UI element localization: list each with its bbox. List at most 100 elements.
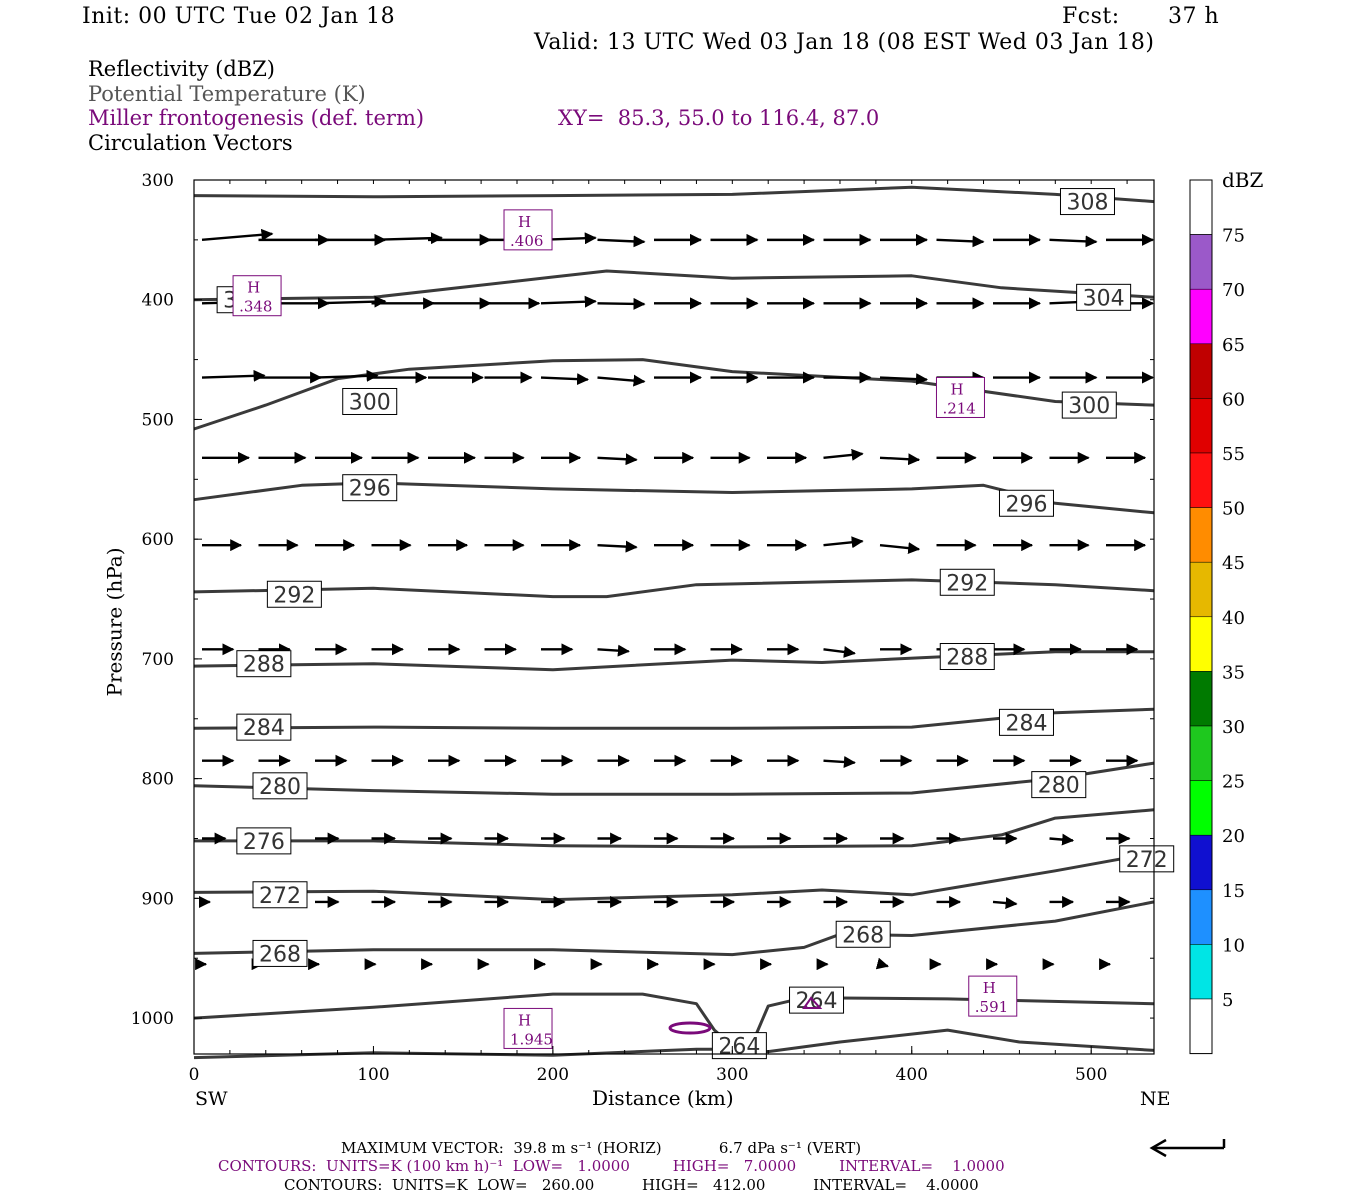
circulation-vectors — [195, 228, 1155, 971]
sw-end-label: SW — [195, 1088, 228, 1110]
isentrope-label: 268 — [252, 939, 308, 967]
colorbar-label: 15 — [1222, 881, 1245, 902]
colorbar-label: 10 — [1222, 935, 1245, 956]
colorbar-segment — [1189, 179, 1213, 236]
cross-section-endpoints: XY= 85.3, 55.0 to 116.4, 87.0 — [558, 106, 880, 130]
colorbar-label: 20 — [1222, 826, 1245, 847]
svg-text:.406: .406 — [510, 232, 543, 250]
svg-text:304: 304 — [1083, 286, 1125, 311]
colorbar-segment — [1189, 944, 1213, 1000]
vector-arrow — [992, 897, 1018, 910]
svg-text:292: 292 — [946, 571, 988, 596]
colorbar-segment — [1189, 234, 1213, 290]
colorbar-segment — [1189, 452, 1213, 508]
svg-text:284: 284 — [1005, 711, 1047, 736]
colorbar-segment — [1189, 834, 1213, 891]
vector-arrow — [597, 297, 646, 310]
colorbar-label: 25 — [1222, 772, 1245, 793]
vector-arrow — [371, 232, 443, 245]
svg-text:264: 264 — [718, 1035, 760, 1060]
isentrope-label: 288 — [236, 650, 292, 678]
colorbar-label: 55 — [1222, 444, 1245, 465]
y-tick-label: 900 — [142, 889, 174, 909]
svg-text:288: 288 — [243, 653, 285, 678]
x-tick-label: 0 — [189, 1065, 200, 1085]
vector-arrow — [879, 373, 928, 386]
vector-arrow — [540, 373, 589, 386]
isentrope-line — [193, 900, 1155, 957]
svg-text:300: 300 — [1068, 394, 1110, 419]
colorbar-label: 60 — [1222, 389, 1245, 410]
vector-arrow — [314, 295, 387, 308]
isentrope-label: 308 — [1059, 188, 1115, 216]
isentrope-label: 292 — [939, 568, 995, 596]
colorbar-segment — [1189, 671, 1213, 727]
colorbar-segment — [1189, 561, 1213, 618]
frontogenesis-high: H1.945 — [503, 1007, 553, 1049]
svg-text:308: 308 — [1066, 191, 1108, 216]
isentrope-line — [194, 808, 1155, 849]
reference-vector-icon — [1149, 1138, 1226, 1158]
isentrope-line — [193, 358, 1155, 431]
svg-text:268: 268 — [842, 923, 884, 948]
isentrope-label: 292 — [266, 580, 322, 608]
isentrope-label: 272 — [1119, 845, 1175, 873]
vector-arrow — [879, 453, 921, 466]
colorbar-segment — [1189, 398, 1213, 454]
frontogenesis-contour — [802, 996, 823, 1009]
svg-text:H: H — [950, 380, 963, 398]
colorbar-segment — [1189, 725, 1213, 781]
svg-text:264: 264 — [796, 989, 838, 1014]
vector-arrow — [823, 646, 856, 658]
x-tick-label: 300 — [716, 1065, 748, 1085]
svg-text:276: 276 — [243, 830, 285, 855]
colorbar-segment — [1189, 889, 1213, 945]
svg-text:.348: .348 — [239, 298, 272, 316]
colorbar-label: 65 — [1222, 335, 1245, 356]
isentrope-label: 284 — [998, 708, 1054, 736]
isentrope-label: 300 — [342, 387, 398, 415]
vector-arrow — [597, 235, 646, 248]
vector-arrow — [540, 295, 597, 308]
frontogenesis-contour — [668, 1021, 712, 1035]
field-frontogenesis: Miller frontogenesis (def. term) — [88, 106, 425, 130]
svg-text:H: H — [247, 279, 260, 297]
isentrope-labels: 3083043043003002962962922922882882842842… — [216, 188, 1175, 1060]
svg-text:280: 280 — [259, 775, 301, 800]
isentrope-label: 280 — [252, 772, 308, 800]
svg-text:292: 292 — [273, 583, 315, 608]
svg-text:296: 296 — [1005, 492, 1047, 517]
isentrope-line — [193, 269, 1155, 302]
isentrope-line — [193, 707, 1155, 730]
svg-text:280: 280 — [1038, 774, 1080, 799]
x-tick-label: 500 — [1075, 1065, 1107, 1085]
isentrope-line — [193, 185, 1155, 204]
vector-arrow — [597, 374, 646, 387]
colorbar: 75 70 65 60 55 50 45 40 35 30 25 20 15 10 5 — [1189, 179, 1245, 1055]
isentrope-label: 272 — [252, 881, 308, 909]
vector-arrow — [201, 228, 274, 242]
colorbar-segment — [1189, 507, 1213, 563]
vector-arrow — [823, 448, 864, 461]
svg-text:296: 296 — [349, 477, 391, 502]
vector-arrow — [823, 755, 856, 768]
vector-arrow — [201, 369, 266, 382]
svg-text:272: 272 — [1126, 848, 1168, 873]
svg-text:272: 272 — [259, 884, 301, 909]
isentrope-label: 276 — [236, 827, 292, 855]
field-theta: Potential Temperature (K) — [88, 82, 366, 106]
forecast-hour: 37 h — [1168, 4, 1220, 29]
y-tick-label: 300 — [142, 171, 174, 191]
svg-text:284: 284 — [243, 716, 285, 741]
isentrope-label: 296 — [998, 489, 1054, 517]
vector-arrow — [875, 957, 889, 970]
svg-text:1.945: 1.945 — [510, 1030, 553, 1048]
forecast-label: Fcst: — [1062, 4, 1120, 29]
isentrope-line — [193, 761, 1155, 796]
isentrope-label: 264 — [711, 1032, 767, 1060]
isentrope-label: 304 — [1076, 283, 1132, 311]
colorbar-label: 75 — [1222, 226, 1245, 247]
frontogenesis-high: H.348 — [232, 275, 282, 317]
